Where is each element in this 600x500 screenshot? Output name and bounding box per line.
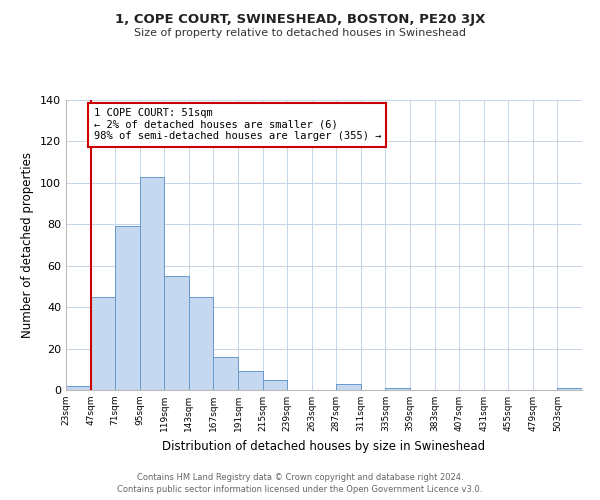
Bar: [336, 384, 361, 390]
Bar: [189, 297, 214, 390]
Y-axis label: Number of detached properties: Number of detached properties: [22, 152, 34, 338]
Bar: [91, 297, 115, 390]
Bar: [164, 276, 189, 390]
Text: Contains public sector information licensed under the Open Government Licence v3: Contains public sector information licen…: [118, 485, 482, 494]
Bar: [263, 380, 287, 390]
Bar: [385, 388, 410, 390]
Text: Size of property relative to detached houses in Swineshead: Size of property relative to detached ho…: [134, 28, 466, 38]
Text: Contains HM Land Registry data © Crown copyright and database right 2024.: Contains HM Land Registry data © Crown c…: [137, 472, 463, 482]
Bar: [238, 372, 263, 390]
Text: 1 COPE COURT: 51sqm
← 2% of detached houses are smaller (6)
98% of semi-detached: 1 COPE COURT: 51sqm ← 2% of detached hou…: [94, 108, 381, 142]
Bar: [66, 386, 91, 390]
X-axis label: Distribution of detached houses by size in Swineshead: Distribution of detached houses by size …: [163, 440, 485, 452]
Text: 1, COPE COURT, SWINESHEAD, BOSTON, PE20 3JX: 1, COPE COURT, SWINESHEAD, BOSTON, PE20 …: [115, 12, 485, 26]
Bar: [214, 357, 238, 390]
Bar: [140, 176, 164, 390]
Bar: [115, 226, 140, 390]
Bar: [557, 388, 582, 390]
